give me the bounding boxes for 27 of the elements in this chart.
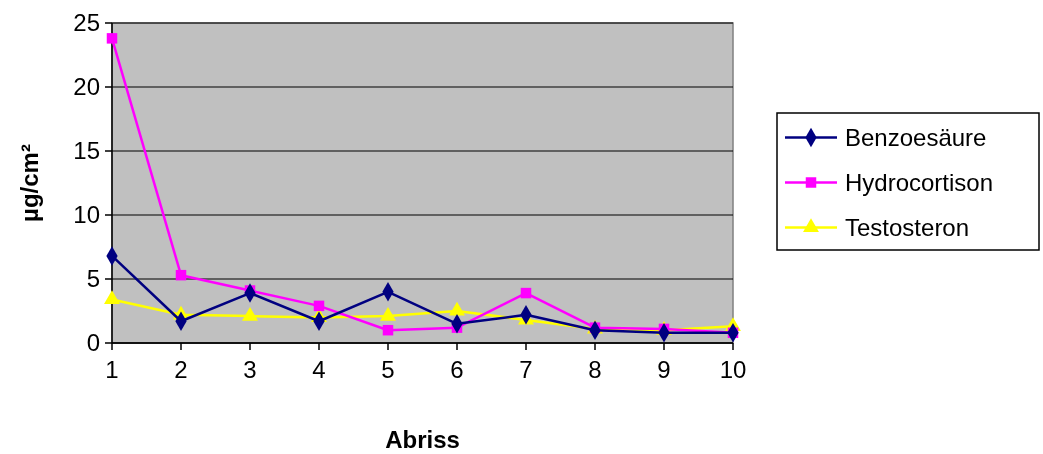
x-tick-label: 9 (657, 356, 671, 383)
legend-label: Testosteron (845, 213, 970, 241)
legend-label: Benzoesäure (845, 123, 987, 151)
x-tick-label: 8 (588, 356, 602, 383)
point (520, 287, 532, 299)
x-tick-label: 4 (312, 356, 326, 383)
point (313, 300, 325, 312)
x-tick-label: 10 (719, 356, 747, 383)
x-tick-label: 3 (243, 356, 257, 383)
y-tick-label: 15 (73, 137, 100, 165)
y-axis-title: µg/cm² (16, 144, 43, 222)
legend-label: Hydrocortison (845, 168, 994, 196)
point (382, 324, 394, 336)
y-tick-label: 5 (86, 265, 100, 293)
x-tick-label: 5 (381, 356, 395, 383)
y-tick-label: 25 (73, 9, 100, 37)
x-tick-label: 7 (519, 356, 533, 383)
x-tick-label: 2 (174, 356, 188, 383)
y-tick-label: 0 (86, 329, 100, 357)
x-tick-label: 1 (105, 356, 119, 383)
point (106, 33, 118, 44)
x-axis-title: Abriss (385, 426, 460, 453)
x-tick-label: 6 (450, 356, 464, 383)
point (104, 290, 120, 305)
y-tick-label: 20 (73, 73, 100, 101)
y-tick-label: 10 (73, 201, 100, 229)
point (175, 269, 187, 281)
